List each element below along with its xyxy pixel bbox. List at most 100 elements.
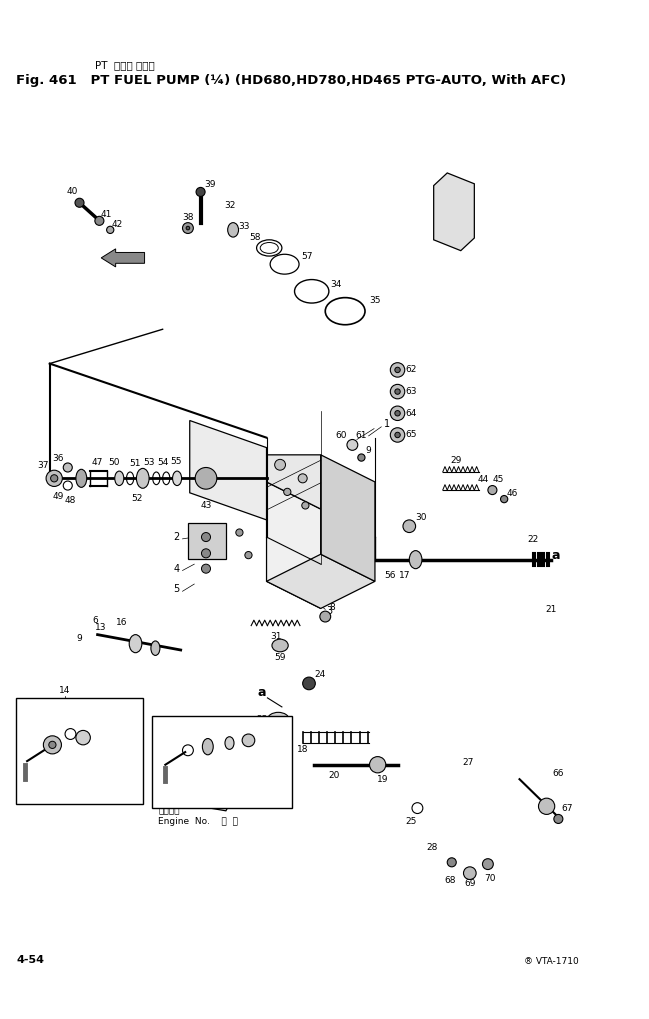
- Circle shape: [106, 226, 114, 233]
- Text: 45: 45: [493, 475, 504, 484]
- Ellipse shape: [129, 635, 142, 653]
- Polygon shape: [321, 454, 375, 581]
- Circle shape: [390, 384, 405, 398]
- Text: a: a: [258, 686, 266, 699]
- Bar: [152, 716, 292, 808]
- Text: 4: 4: [173, 564, 179, 574]
- Ellipse shape: [173, 471, 182, 486]
- Text: 35: 35: [369, 296, 381, 305]
- Text: 25: 25: [406, 817, 417, 826]
- Text: 21: 21: [545, 605, 557, 613]
- Ellipse shape: [225, 737, 234, 749]
- Text: 29: 29: [450, 455, 462, 465]
- Text: 4-54: 4-54: [16, 955, 44, 965]
- Polygon shape: [267, 454, 321, 510]
- Text: 62: 62: [406, 366, 417, 374]
- Text: 44: 44: [478, 475, 489, 484]
- Circle shape: [395, 432, 400, 438]
- Circle shape: [201, 565, 210, 574]
- Text: 38: 38: [182, 213, 193, 222]
- Circle shape: [95, 216, 104, 225]
- Text: 51: 51: [130, 460, 141, 469]
- Text: 57: 57: [301, 253, 313, 262]
- Circle shape: [75, 199, 84, 207]
- Text: 60: 60: [336, 431, 347, 440]
- Circle shape: [554, 814, 563, 823]
- Text: 42: 42: [112, 220, 123, 229]
- Circle shape: [275, 460, 286, 470]
- Circle shape: [358, 453, 365, 462]
- Ellipse shape: [267, 712, 289, 727]
- Text: 14: 14: [59, 686, 71, 695]
- Text: 39: 39: [204, 180, 215, 190]
- Circle shape: [298, 474, 307, 483]
- Text: 3: 3: [326, 606, 333, 616]
- Text: 22: 22: [528, 535, 539, 544]
- Text: 2: 2: [173, 532, 179, 542]
- Circle shape: [539, 798, 555, 814]
- Text: 65: 65: [406, 430, 417, 439]
- Text: 5: 5: [173, 585, 179, 594]
- Ellipse shape: [410, 550, 422, 569]
- Circle shape: [302, 501, 309, 510]
- Text: 40: 40: [67, 187, 78, 197]
- Circle shape: [488, 486, 497, 494]
- Text: PT  フェル ポンプ: PT フェル ポンプ: [95, 60, 154, 70]
- Text: 24: 24: [314, 669, 325, 679]
- Text: 66: 66: [552, 769, 564, 779]
- Text: 14: 14: [210, 789, 221, 798]
- Bar: [16, 698, 143, 804]
- Text: 63: 63: [406, 387, 417, 396]
- Text: 43: 43: [201, 501, 212, 510]
- Text: 33: 33: [238, 222, 250, 230]
- Circle shape: [390, 406, 405, 421]
- Text: Fig. 461   PT FUEL PUMP (¼) (HD680,HD780,HD465 PTG-AUTO, With AFC): Fig. 461 PT FUEL PUMP (¼) (HD680,HD780,H…: [16, 74, 567, 88]
- Text: 14: 14: [59, 711, 71, 720]
- Circle shape: [500, 495, 508, 502]
- Circle shape: [369, 756, 386, 772]
- Text: 27: 27: [462, 758, 474, 767]
- Polygon shape: [267, 554, 375, 608]
- Ellipse shape: [202, 739, 214, 755]
- Ellipse shape: [76, 470, 87, 487]
- Text: ® VTA-1710: ® VTA-1710: [524, 957, 579, 966]
- Polygon shape: [434, 173, 474, 251]
- Circle shape: [201, 533, 210, 541]
- Circle shape: [242, 734, 255, 747]
- Text: 48: 48: [65, 495, 76, 504]
- Polygon shape: [101, 249, 145, 267]
- Text: 37: 37: [38, 462, 49, 470]
- Circle shape: [447, 858, 456, 867]
- Circle shape: [236, 529, 243, 536]
- Text: 9: 9: [366, 446, 371, 454]
- Polygon shape: [188, 523, 226, 558]
- Circle shape: [390, 363, 405, 377]
- Text: 61: 61: [356, 431, 367, 440]
- Text: 67: 67: [561, 804, 573, 812]
- Ellipse shape: [228, 222, 239, 237]
- Text: 6: 6: [92, 615, 98, 625]
- Circle shape: [51, 475, 58, 482]
- Text: 15: 15: [50, 786, 62, 795]
- Text: 23: 23: [256, 715, 267, 725]
- Circle shape: [302, 677, 315, 690]
- Text: 30: 30: [415, 513, 427, 522]
- Circle shape: [196, 187, 205, 197]
- Text: 8: 8: [330, 603, 336, 612]
- Circle shape: [395, 389, 400, 394]
- Text: 11: 11: [166, 789, 177, 798]
- Text: 58: 58: [249, 232, 260, 242]
- Circle shape: [284, 488, 291, 495]
- Text: Engine  No.    ・  ～: Engine No. ・ ～: [158, 817, 238, 826]
- Circle shape: [347, 439, 358, 450]
- Text: 34: 34: [330, 279, 342, 288]
- Circle shape: [43, 736, 62, 754]
- Text: 1: 1: [384, 419, 390, 429]
- Text: 70: 70: [484, 874, 495, 883]
- Text: 47: 47: [92, 458, 103, 467]
- Text: 15A: 15A: [236, 788, 252, 796]
- Text: 52: 52: [132, 494, 143, 502]
- Text: 41: 41: [101, 210, 112, 219]
- Ellipse shape: [115, 471, 124, 486]
- Circle shape: [395, 367, 400, 373]
